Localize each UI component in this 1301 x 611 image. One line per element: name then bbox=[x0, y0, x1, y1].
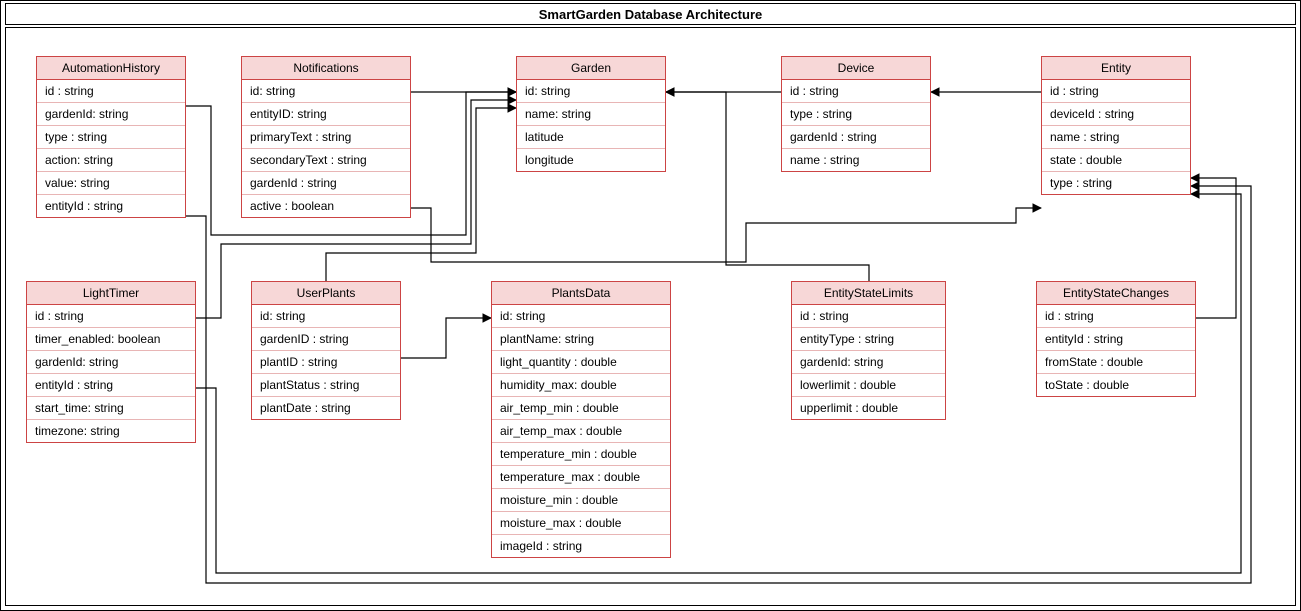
entity-field: temperature_min : double bbox=[492, 443, 670, 466]
edge-entityStateChanges-to-entity bbox=[1191, 178, 1236, 318]
entity-field: entityId : string bbox=[1037, 328, 1195, 351]
entity-field: id : string bbox=[782, 80, 930, 103]
entity-entityStateLimits: EntityStateLimitsid : stringentityType :… bbox=[791, 281, 946, 420]
entity-entity: Entityid : stringdeviceId : stringname :… bbox=[1041, 56, 1191, 195]
entity-entityStateChanges: EntityStateChangesid : stringentityId : … bbox=[1036, 281, 1196, 397]
entity-field: id : string bbox=[37, 80, 185, 103]
entity-userPlants: UserPlantsid: stringgardenID : stringpla… bbox=[251, 281, 401, 420]
entity-field: state : double bbox=[1042, 149, 1190, 172]
entity-title: Notifications bbox=[242, 57, 410, 80]
entity-field: id : string bbox=[1037, 305, 1195, 328]
entity-field: id : string bbox=[792, 305, 945, 328]
entity-title: Entity bbox=[1042, 57, 1190, 80]
entity-field: latitude bbox=[517, 126, 665, 149]
entity-field: entityId : string bbox=[37, 195, 185, 217]
entity-title: EntityStateLimits bbox=[792, 282, 945, 305]
entity-field: entityType : string bbox=[792, 328, 945, 351]
entity-field: value: string bbox=[37, 172, 185, 195]
entity-field: light_quantity : double bbox=[492, 351, 670, 374]
entity-garden: Gardenid: stringname: stringlatitudelong… bbox=[516, 56, 666, 172]
entity-field: moisture_min : double bbox=[492, 489, 670, 512]
entity-field: plantDate : string bbox=[252, 397, 400, 419]
entity-field: name: string bbox=[517, 103, 665, 126]
entity-field: longitude bbox=[517, 149, 665, 171]
entity-field: timer_enabled: boolean bbox=[27, 328, 195, 351]
entity-title: Device bbox=[782, 57, 930, 80]
entity-field: primaryText : string bbox=[242, 126, 410, 149]
entity-field: lowerlimit : double bbox=[792, 374, 945, 397]
entity-field: temperature_max : double bbox=[492, 466, 670, 489]
entity-field: gardenId : string bbox=[782, 126, 930, 149]
entity-device: Deviceid : stringtype : stringgardenId :… bbox=[781, 56, 931, 172]
entity-field: gardenId : string bbox=[242, 172, 410, 195]
entity-field: id: string bbox=[517, 80, 665, 103]
entity-title: PlantsData bbox=[492, 282, 670, 305]
entity-field: name : string bbox=[1042, 126, 1190, 149]
diagram-canvas: SmartGarden Database Architecture Automa… bbox=[0, 0, 1301, 611]
entity-lightTimer: LightTimerid : stringtimer_enabled: bool… bbox=[26, 281, 196, 443]
entity-field: plantID : string bbox=[252, 351, 400, 374]
entity-field: entityID: string bbox=[242, 103, 410, 126]
edge-notifications-to-entity bbox=[411, 208, 1041, 262]
entity-field: name : string bbox=[782, 149, 930, 171]
entity-title: AutomationHistory bbox=[37, 57, 185, 80]
entity-field: id : string bbox=[27, 305, 195, 328]
entity-field: id: string bbox=[242, 80, 410, 103]
entity-field: plantName: string bbox=[492, 328, 670, 351]
entity-field: timezone: string bbox=[27, 420, 195, 442]
entity-field: type : string bbox=[1042, 172, 1190, 194]
entity-field: gardenID : string bbox=[252, 328, 400, 351]
entity-field: toState : double bbox=[1037, 374, 1195, 396]
entity-field: humidity_max: double bbox=[492, 374, 670, 397]
entity-title: Garden bbox=[517, 57, 665, 80]
entity-field: plantStatus : string bbox=[252, 374, 400, 397]
entity-field: deviceId : string bbox=[1042, 103, 1190, 126]
entity-title: EntityStateChanges bbox=[1037, 282, 1195, 305]
entity-field: fromState : double bbox=[1037, 351, 1195, 374]
entity-field: air_temp_min : double bbox=[492, 397, 670, 420]
entity-field: active : boolean bbox=[242, 195, 410, 217]
entity-field: type : string bbox=[37, 126, 185, 149]
diagram-inner: AutomationHistoryid : stringgardenId: st… bbox=[5, 27, 1296, 606]
edge-userPlants-to-plantsData bbox=[401, 318, 491, 358]
entity-field: upperlimit : double bbox=[792, 397, 945, 419]
entity-title: LightTimer bbox=[27, 282, 195, 305]
entity-field: moisture_max : double bbox=[492, 512, 670, 535]
entity-field: gardenId: string bbox=[792, 351, 945, 374]
entity-field: entityId : string bbox=[27, 374, 195, 397]
diagram-title: SmartGarden Database Architecture bbox=[5, 3, 1296, 25]
entity-field: action: string bbox=[37, 149, 185, 172]
entity-field: start_time: string bbox=[27, 397, 195, 420]
entity-field: gardenId: string bbox=[27, 351, 195, 374]
entity-field: imageId : string bbox=[492, 535, 670, 557]
entity-field: id: string bbox=[492, 305, 670, 328]
entity-field: gardenId: string bbox=[37, 103, 185, 126]
entity-field: id: string bbox=[252, 305, 400, 328]
entity-field: air_temp_max : double bbox=[492, 420, 670, 443]
entity-title: UserPlants bbox=[252, 282, 400, 305]
entity-automationHistory: AutomationHistoryid : stringgardenId: st… bbox=[36, 56, 186, 218]
entity-notifications: Notificationsid: stringentityID: stringp… bbox=[241, 56, 411, 218]
entity-plantsData: PlantsDataid: stringplantName: stringlig… bbox=[491, 281, 671, 558]
entity-field: type : string bbox=[782, 103, 930, 126]
entity-field: id : string bbox=[1042, 80, 1190, 103]
entity-field: secondaryText : string bbox=[242, 149, 410, 172]
